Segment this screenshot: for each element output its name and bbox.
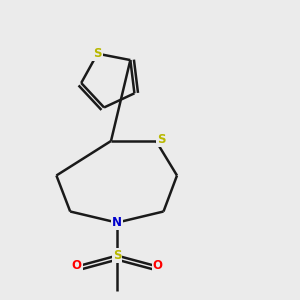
Text: S: S (157, 133, 166, 146)
Text: S: S (113, 249, 121, 262)
Text: N: N (112, 216, 122, 229)
Text: O: O (72, 259, 82, 272)
Text: S: S (93, 47, 102, 60)
Text: O: O (152, 259, 163, 272)
